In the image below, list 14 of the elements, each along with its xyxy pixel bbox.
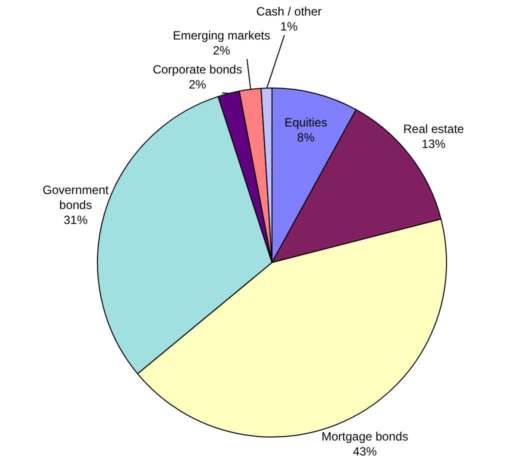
slice-label: Equities [284,115,328,130]
data-label: 43% [352,444,378,459]
data-label: 31% [64,212,88,227]
data-label: 8% [297,130,315,144]
slice-label: Cash / other [256,4,322,19]
data-label: 13% [422,136,446,151]
slice-label: Corporate bonds [152,62,242,77]
data-label: 2% [188,78,206,92]
slice-label: Government bonds [42,182,110,212]
data-label: 1% [280,20,298,34]
slice-label: Mortgage bonds [321,430,408,444]
data-label: 2% [212,44,231,58]
slice-label: Emerging markets [172,28,270,43]
slice-label: Real estate [403,122,464,136]
